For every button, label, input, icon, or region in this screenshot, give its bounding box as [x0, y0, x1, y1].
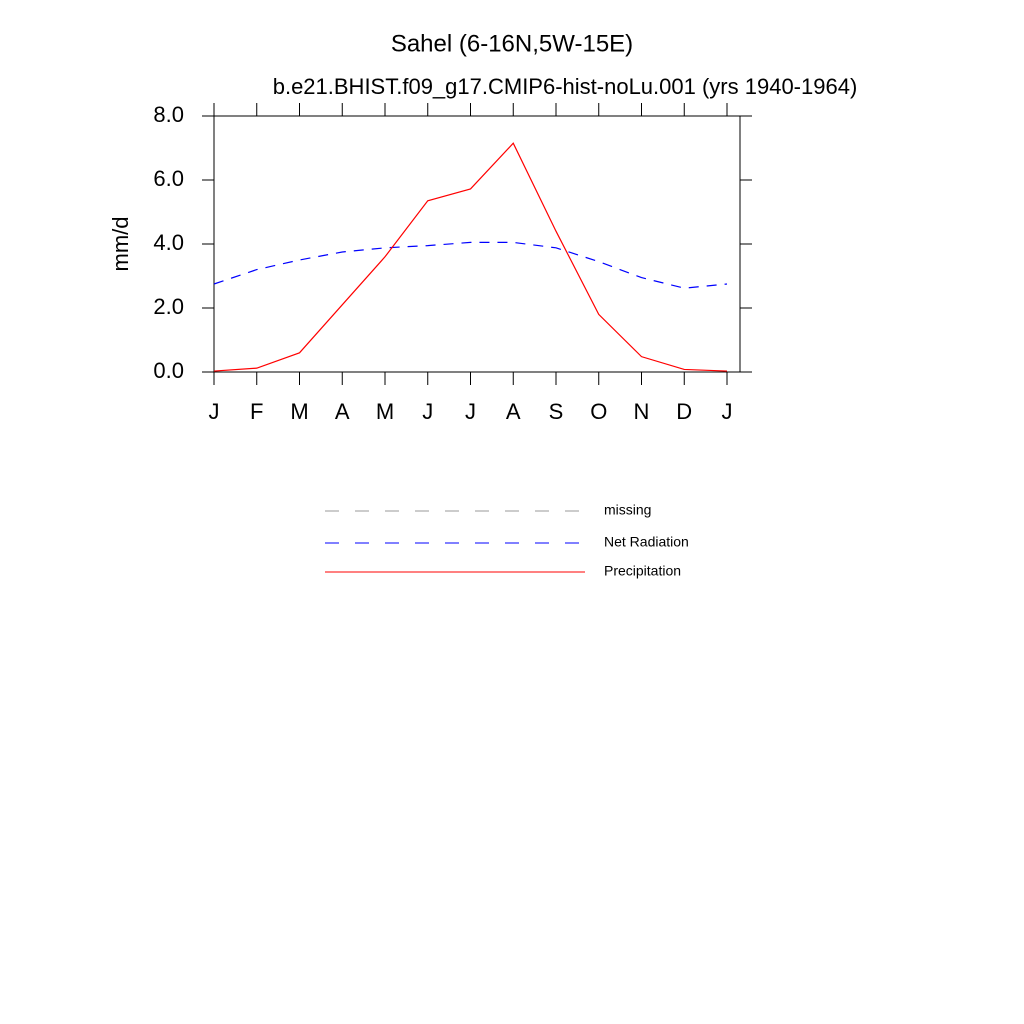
x-tick-label: N	[634, 399, 650, 424]
x-tick-label: M	[376, 399, 394, 424]
x-tick-label: F	[250, 399, 263, 424]
y-tick-label: 0.0	[153, 358, 184, 383]
x-tick-label: M	[290, 399, 308, 424]
x-tick-label: A	[506, 399, 521, 424]
x-tick-label: J	[465, 399, 476, 424]
x-tick-label: D	[676, 399, 692, 424]
x-tick-label: A	[335, 399, 350, 424]
x-tick-label: J	[422, 399, 433, 424]
y-tick-label: 8.0	[153, 102, 184, 127]
y-tick-label: 4.0	[153, 230, 184, 255]
legend-label: Net Radiation	[604, 534, 689, 550]
chart-title: Sahel (6-16N,5W-15E)	[391, 30, 633, 57]
legend-label: missing	[604, 502, 651, 518]
x-tick-label: O	[590, 399, 607, 424]
chart-subtitle: b.e21.BHIST.f09_g17.CMIP6-hist-noLu.001 …	[273, 74, 858, 99]
y-axis-label: mm/d	[108, 217, 133, 272]
y-tick-label: 2.0	[153, 294, 184, 319]
series-line	[213, 241, 728, 289]
plot-frame	[213, 115, 741, 373]
x-tick-label: S	[549, 399, 564, 424]
x-tick-label: J	[209, 399, 220, 424]
x-tick-label: J	[722, 399, 733, 424]
y-tick-label: 6.0	[153, 166, 184, 191]
legend-label: Precipitation	[604, 563, 681, 579]
series-line	[213, 142, 728, 372]
